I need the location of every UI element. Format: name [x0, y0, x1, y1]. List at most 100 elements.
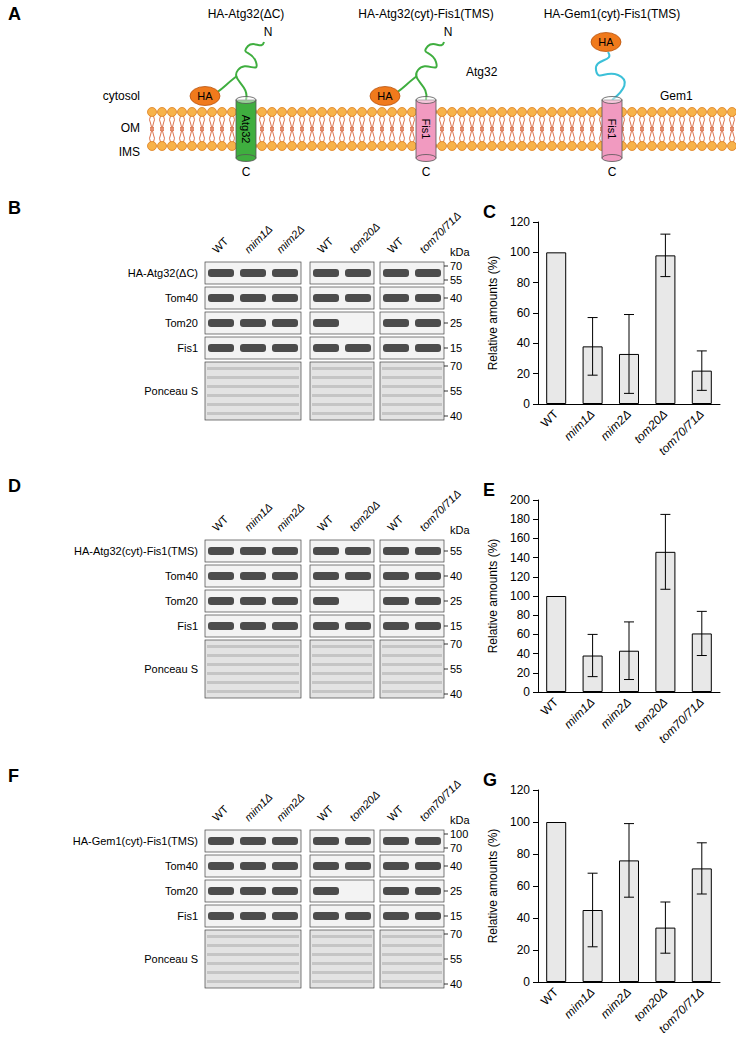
svg-text:70: 70: [450, 360, 462, 372]
svg-text:Atg32: Atg32: [466, 65, 498, 79]
svg-text:D: D: [8, 476, 21, 496]
svg-text:25: 25: [450, 595, 462, 607]
svg-text:kDa: kDa: [450, 524, 470, 536]
svg-text:F: F: [8, 766, 19, 786]
svg-text:120: 120: [510, 783, 530, 797]
svg-text:C: C: [483, 202, 496, 222]
svg-text:mim2Δ: mim2Δ: [598, 985, 634, 1021]
svg-text:70: 70: [450, 928, 462, 940]
svg-text:80: 80: [517, 276, 531, 290]
svg-text:mim2Δ: mim2Δ: [274, 223, 307, 256]
svg-text:C: C: [242, 165, 251, 179]
svg-text:IMS: IMS: [119, 145, 140, 159]
svg-text:0: 0: [523, 685, 530, 699]
svg-text:70: 70: [450, 842, 462, 854]
svg-text:40: 40: [517, 647, 531, 661]
svg-text:HA: HA: [377, 90, 393, 102]
svg-text:kDa: kDa: [450, 246, 470, 258]
svg-text:100: 100: [510, 815, 530, 829]
svg-text:40: 40: [450, 688, 462, 700]
svg-text:120: 120: [510, 570, 530, 584]
svg-text:Atg32: Atg32: [240, 115, 252, 144]
svg-text:HA-Atg32(cyt)-Fis1(TMS): HA-Atg32(cyt)-Fis1(TMS): [358, 7, 493, 21]
svg-text:tom20Δ: tom20Δ: [347, 788, 382, 823]
svg-text:Tom40: Tom40: [165, 860, 198, 872]
svg-text:WT: WT: [385, 803, 406, 824]
svg-text:40: 40: [450, 570, 462, 582]
svg-text:100: 100: [510, 245, 530, 259]
svg-text:0: 0: [523, 397, 530, 411]
svg-text:mim2Δ: mim2Δ: [274, 791, 307, 824]
svg-text:WT: WT: [538, 985, 562, 1009]
svg-text:HA-Atg32(ΔC): HA-Atg32(ΔC): [208, 7, 285, 21]
svg-text:WT: WT: [315, 803, 336, 824]
svg-text:55: 55: [450, 274, 462, 286]
svg-text:tom70/71Δ: tom70/71Δ: [656, 985, 707, 1036]
svg-text:Fis1: Fis1: [177, 620, 198, 632]
svg-text:140: 140: [510, 551, 530, 565]
svg-text:0: 0: [523, 975, 530, 989]
svg-text:kDa: kDa: [450, 814, 470, 826]
svg-text:Tom20: Tom20: [165, 317, 198, 329]
svg-text:40: 40: [517, 911, 531, 925]
svg-text:Fis1: Fis1: [420, 119, 432, 140]
svg-text:Tom40: Tom40: [165, 570, 198, 582]
svg-text:15: 15: [450, 910, 462, 922]
svg-text:15: 15: [450, 620, 462, 632]
svg-text:Fis1: Fis1: [177, 342, 198, 354]
svg-text:tom20Δ: tom20Δ: [347, 498, 382, 533]
svg-text:100: 100: [450, 828, 468, 840]
svg-text:120: 120: [510, 215, 530, 229]
svg-text:HA-Atg32(cyt)-Fis1(TMS): HA-Atg32(cyt)-Fis1(TMS): [74, 545, 198, 557]
svg-text:C: C: [422, 165, 431, 179]
svg-text:HA-Atg32(ΔC): HA-Atg32(ΔC): [128, 267, 198, 279]
svg-text:15: 15: [450, 342, 462, 354]
svg-text:WT: WT: [210, 235, 231, 256]
svg-text:mim1Δ: mim1Δ: [242, 501, 275, 534]
svg-text:tom20Δ: tom20Δ: [347, 220, 382, 255]
svg-text:55: 55: [450, 953, 462, 965]
svg-text:Ponceau S: Ponceau S: [144, 663, 198, 675]
svg-text:Relative amounts (%): Relative amounts (%): [486, 829, 500, 944]
svg-text:20: 20: [517, 367, 531, 381]
svg-text:80: 80: [517, 847, 531, 861]
svg-text:25: 25: [450, 317, 462, 329]
svg-text:N: N: [444, 25, 453, 39]
svg-text:25: 25: [450, 885, 462, 897]
svg-text:mim1Δ: mim1Δ: [561, 985, 597, 1021]
svg-text:40: 40: [450, 292, 462, 304]
svg-text:55: 55: [450, 663, 462, 675]
svg-text:mim1Δ: mim1Δ: [561, 695, 597, 731]
svg-text:WT: WT: [538, 695, 562, 719]
svg-text:40: 40: [450, 410, 462, 422]
svg-text:80: 80: [517, 608, 531, 622]
svg-text:mim1Δ: mim1Δ: [242, 791, 275, 824]
svg-text:160: 160: [510, 531, 530, 545]
svg-text:WT: WT: [385, 513, 406, 534]
svg-text:mim2Δ: mim2Δ: [598, 695, 634, 731]
svg-text:60: 60: [517, 306, 531, 320]
svg-text:mim2Δ: mim2Δ: [274, 501, 307, 534]
svg-text:cytosol: cytosol: [103, 89, 140, 103]
svg-text:WT: WT: [315, 513, 336, 534]
svg-text:A: A: [8, 4, 21, 24]
svg-text:Fis1: Fis1: [606, 119, 618, 140]
svg-text:HA: HA: [598, 36, 614, 48]
svg-text:WT: WT: [538, 407, 562, 431]
svg-text:C: C: [608, 165, 617, 179]
svg-text:20: 20: [517, 943, 531, 957]
svg-text:Fis1: Fis1: [177, 910, 198, 922]
svg-text:55: 55: [450, 385, 462, 397]
svg-text:180: 180: [510, 512, 530, 526]
svg-text:mim1Δ: mim1Δ: [242, 223, 275, 256]
svg-text:WT: WT: [385, 235, 406, 256]
svg-text:40: 40: [450, 978, 462, 990]
svg-text:HA-Gem1(cyt)-Fis1(TMS): HA-Gem1(cyt)-Fis1(TMS): [544, 7, 681, 21]
svg-text:WT: WT: [315, 235, 336, 256]
svg-text:40: 40: [450, 860, 462, 872]
svg-text:200: 200: [510, 493, 530, 507]
svg-text:WT: WT: [210, 513, 231, 534]
svg-text:G: G: [483, 770, 497, 790]
svg-text:N: N: [264, 25, 273, 39]
svg-text:60: 60: [517, 627, 531, 641]
